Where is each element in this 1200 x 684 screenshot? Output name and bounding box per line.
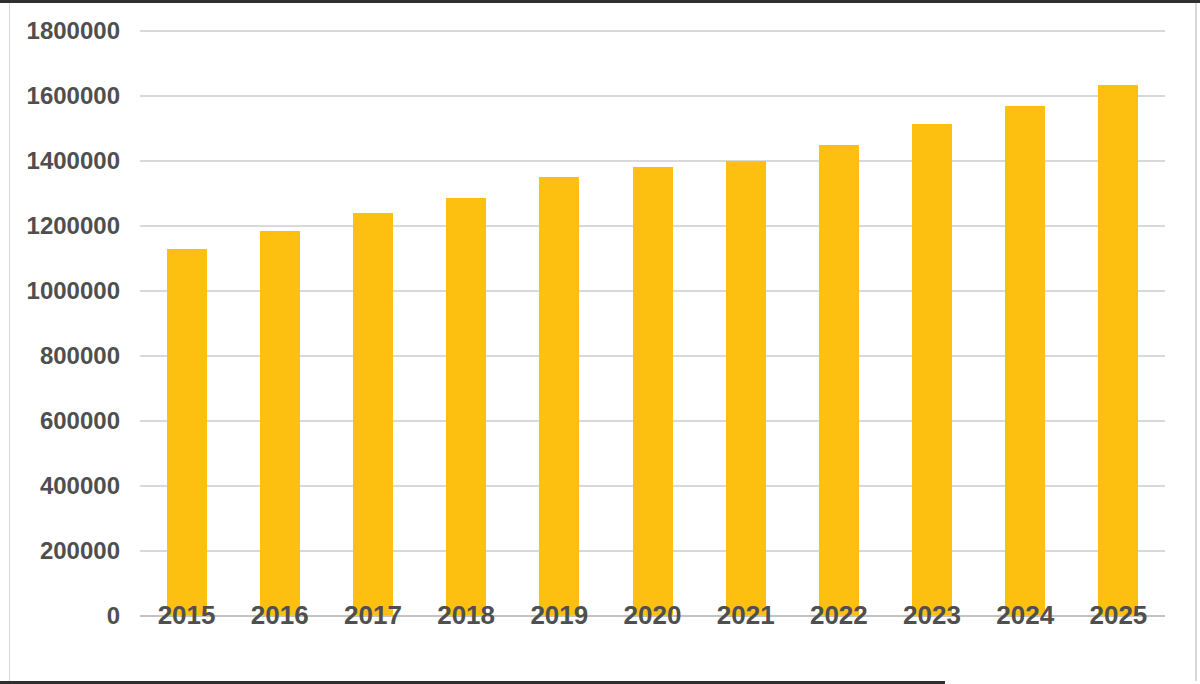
x-axis-tick-label: 2024 — [996, 600, 1054, 631]
bar-2019 — [539, 177, 579, 616]
x-axis-tick-label: 2016 — [251, 600, 309, 631]
bar-chart-figure: 1800000 1600000 1400000 1200000 1000000 80000… — [0, 0, 1200, 684]
bar-2018 — [446, 198, 486, 616]
bar-2020 — [633, 167, 673, 616]
y-axis-tick-label: 200000 — [40, 537, 120, 565]
y-axis-tick-label: 1800000 — [27, 17, 120, 45]
bar-2023 — [912, 124, 952, 616]
figure-right-border — [1195, 3, 1197, 681]
figure-top-border — [0, 0, 1200, 3]
x-axis-tick-label: 2021 — [717, 600, 775, 631]
x-axis-tick-label: 2017 — [344, 600, 402, 631]
y-axis-tick-labels: 1800000 1600000 1400000 1200000 1000000 80000… — [0, 0, 120, 684]
x-axis-tick-label: 2022 — [810, 600, 868, 631]
y-axis-tick-label: 1200000 — [27, 212, 120, 240]
y-axis-tick-label: 0 — [107, 602, 120, 630]
gridline — [140, 95, 1165, 97]
x-axis-tick-label: 2018 — [437, 600, 495, 631]
bar-2017 — [353, 213, 393, 616]
y-axis-tick-label: 1400000 — [27, 147, 120, 175]
bar-2016 — [260, 231, 300, 616]
y-axis-tick-label: 600000 — [40, 407, 120, 435]
bar-2021 — [726, 161, 766, 616]
x-axis-tick-label: 2020 — [624, 600, 682, 631]
bar-2022 — [819, 145, 859, 616]
bar-2024 — [1005, 106, 1045, 616]
x-axis-tick-label: 2023 — [903, 600, 961, 631]
x-axis-tick-label: 2019 — [530, 600, 588, 631]
gridline — [140, 30, 1165, 32]
y-axis-tick-label: 1000000 — [27, 277, 120, 305]
plot-area — [140, 31, 1165, 616]
y-axis-tick-label: 400000 — [40, 472, 120, 500]
x-axis-tick-label: 2025 — [1089, 600, 1147, 631]
y-axis-tick-label: 800000 — [40, 342, 120, 370]
bar-2025 — [1098, 85, 1138, 616]
x-axis-tick-label: 2015 — [158, 600, 216, 631]
bar-2015 — [167, 249, 207, 616]
y-axis-tick-label: 1600000 — [27, 82, 120, 110]
